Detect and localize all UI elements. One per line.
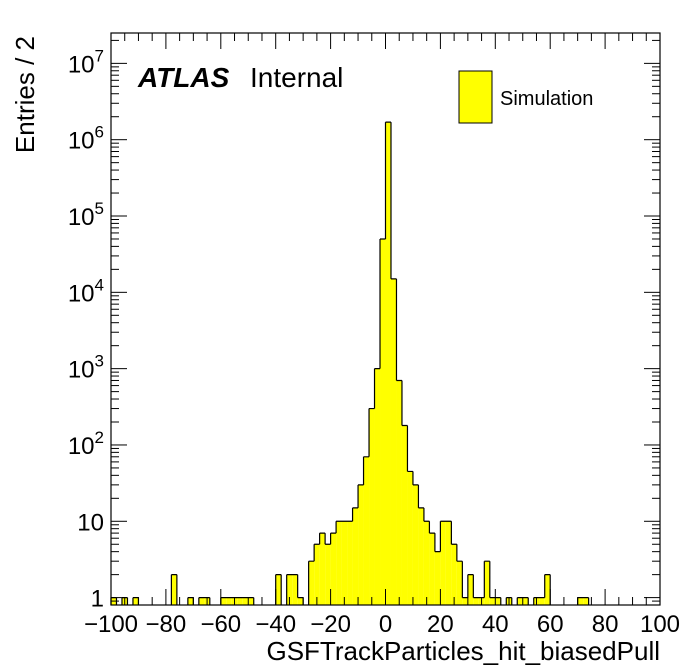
x-tick-label: −80 <box>146 611 187 638</box>
x-tick-label: 60 <box>537 611 564 638</box>
legend-label-simulation: Simulation <box>500 88 593 110</box>
histogram-bar <box>336 521 342 605</box>
y-tick-label: 10 <box>77 509 104 536</box>
histogram-bar <box>330 533 337 605</box>
histogram-bar <box>583 597 589 605</box>
histogram-bar <box>544 574 551 605</box>
legend-swatch-simulation <box>458 70 493 124</box>
x-axis-ticks <box>110 33 661 605</box>
histogram-bar <box>401 425 408 605</box>
y-tick-label: 105 <box>68 199 104 231</box>
histogram-bar <box>451 544 457 605</box>
histogram-bar <box>429 533 435 605</box>
histogram-bar <box>407 471 413 605</box>
histogram-bar <box>308 561 315 605</box>
histogram-bar <box>358 484 364 605</box>
histogram-bar <box>369 408 375 605</box>
histogram-bar <box>171 574 177 605</box>
histogram-bar <box>456 561 463 605</box>
histogram-bar <box>314 544 320 605</box>
histogram-bar <box>434 551 441 605</box>
histogram-bar <box>325 544 331 605</box>
x-tick-label: 20 <box>427 611 454 638</box>
histogram-bar <box>226 597 232 605</box>
x-tick-label: 80 <box>592 611 619 638</box>
histogram-bar <box>462 597 468 605</box>
histogram-bar <box>489 597 496 605</box>
x-tick-label: −20 <box>310 611 351 638</box>
y-axis-ticks <box>111 39 660 606</box>
y-tick-label: 107 <box>68 46 104 78</box>
histogram-bar <box>374 368 381 605</box>
histogram-bar <box>390 278 397 605</box>
histogram-bar <box>297 597 304 605</box>
x-tick-label: 40 <box>482 611 509 638</box>
histogram-bar <box>187 597 194 605</box>
histogram-bar <box>423 521 430 605</box>
histogram-bar <box>132 597 139 605</box>
histogram-bar <box>292 574 298 605</box>
y-tick-labels: 1 10 102 103 104 105 106 107 <box>68 46 104 612</box>
y-tick-label: 104 <box>68 275 104 307</box>
histogram-bar <box>522 597 529 605</box>
x-tick-label: −60 <box>200 611 241 638</box>
histogram-bar <box>352 507 359 605</box>
x-axis-title: GSFTrackParticles_hit_biasedPull <box>266 636 660 666</box>
atlas-internal-label: Internal <box>250 62 343 93</box>
histogram-bar <box>248 597 254 605</box>
y-tick-label: 103 <box>68 352 104 384</box>
x-tick-label: 0 <box>379 611 392 638</box>
y-tick-label: 1 <box>91 586 104 613</box>
histogram-bar <box>539 597 545 605</box>
histogram-bar <box>577 597 584 605</box>
histogram-bar <box>495 597 501 605</box>
histogram-bar <box>380 238 386 605</box>
histogram-bar <box>319 533 326 605</box>
histogram-bar <box>484 561 490 605</box>
histogram-bar <box>363 456 370 605</box>
histogram-bar <box>473 597 479 605</box>
histogram-bar <box>220 597 227 605</box>
histogram-bar <box>341 521 348 605</box>
histogram-bar <box>286 574 293 605</box>
x-tick-label: −100 <box>84 611 138 638</box>
histogram-bars <box>111 122 589 605</box>
histogram-bar <box>445 521 452 605</box>
histogram-bar <box>198 597 205 605</box>
x-tick-label: 100 <box>640 611 680 638</box>
histogram-bar <box>242 597 249 605</box>
y-axis-title: Entries / 2 <box>10 36 40 153</box>
atlas-label: ATLAS <box>137 62 230 93</box>
x-tick-labels: −100 −80 −60 −40 −20 0 20 40 60 80 100 <box>84 611 680 638</box>
histogram-bar <box>412 484 419 605</box>
histogram-bar <box>275 574 282 605</box>
histogram-bar <box>385 122 391 605</box>
histogram-bar <box>418 507 424 605</box>
histogram-bar <box>517 597 523 605</box>
histogram-bar <box>347 521 353 605</box>
x-tick-label: −40 <box>255 611 296 638</box>
histogram-bar <box>396 380 402 605</box>
histogram-bar <box>467 574 474 605</box>
histogram-bar <box>440 521 446 605</box>
y-tick-label: 102 <box>68 428 104 460</box>
y-tick-label: 106 <box>68 123 104 155</box>
histogram-bar <box>237 597 243 605</box>
